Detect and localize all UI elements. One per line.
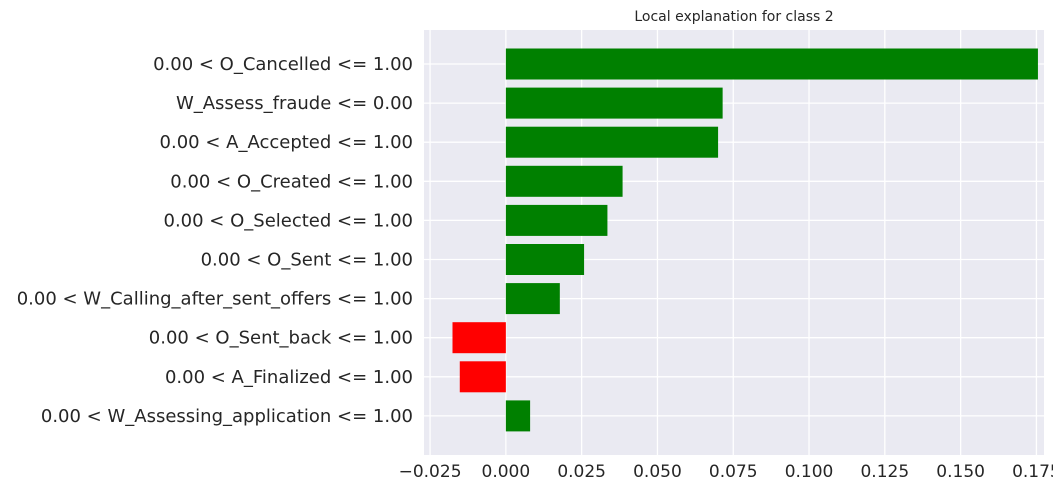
y-tick-label: 0.00 < W_Calling_after_sent_offers <= 1.… [17,289,413,310]
y-tick-label: 0.00 < O_Created <= 1.00 [170,171,413,192]
x-tick-label: 0.100 [785,462,834,482]
bar [505,87,723,119]
y-tick-label: 0.00 < O_Sent_back <= 1.00 [149,328,413,349]
x-tick-label: −0.025 [399,462,462,482]
bar [505,244,585,275]
x-tick-label: 0.050 [633,462,682,482]
x-tick-labels: −0.025 0.000 0.025 0.050 0.075 0.100 0.125 0.15… [399,462,1053,482]
bar [505,400,531,432]
bar [505,48,1038,80]
y-tick-label: 0.00 < A_Accepted <= 1.00 [160,132,413,153]
y-tick-label: 0.00 < W_Assessing_application <= 1.00 [41,406,413,427]
chart-title: Local explanation for class 2 [634,9,833,25]
y-tick-label: W_Assess_fraude <= 0.00 [176,93,413,114]
bar [505,283,560,315]
x-tick-label: 0.150 [936,462,985,482]
bar [459,361,506,393]
x-tick-label: 0.175 [1012,462,1053,482]
y-tick-label: 0.00 < A_Finalized <= 1.00 [165,367,413,388]
y-tick-label: 0.00 < O_Sent <= 1.00 [201,250,413,271]
bar [505,126,719,158]
x-tick-label: 0.025 [557,462,606,482]
bar [505,165,623,197]
y-tick-label: 0.00 < O_Cancelled <= 1.00 [153,54,413,75]
bars [452,48,1038,432]
bar [505,204,608,236]
x-tick-label: 0.075 [709,462,758,482]
x-tick-label: 0.000 [482,462,531,482]
x-tick-label: 0.125 [860,462,909,482]
bar [452,322,506,354]
y-tick-labels: 0.00 < O_Cancelled <= 1.00 W_Assess_fraud… [17,54,413,427]
y-tick-label: 0.00 < O_Selected <= 1.00 [164,210,414,231]
